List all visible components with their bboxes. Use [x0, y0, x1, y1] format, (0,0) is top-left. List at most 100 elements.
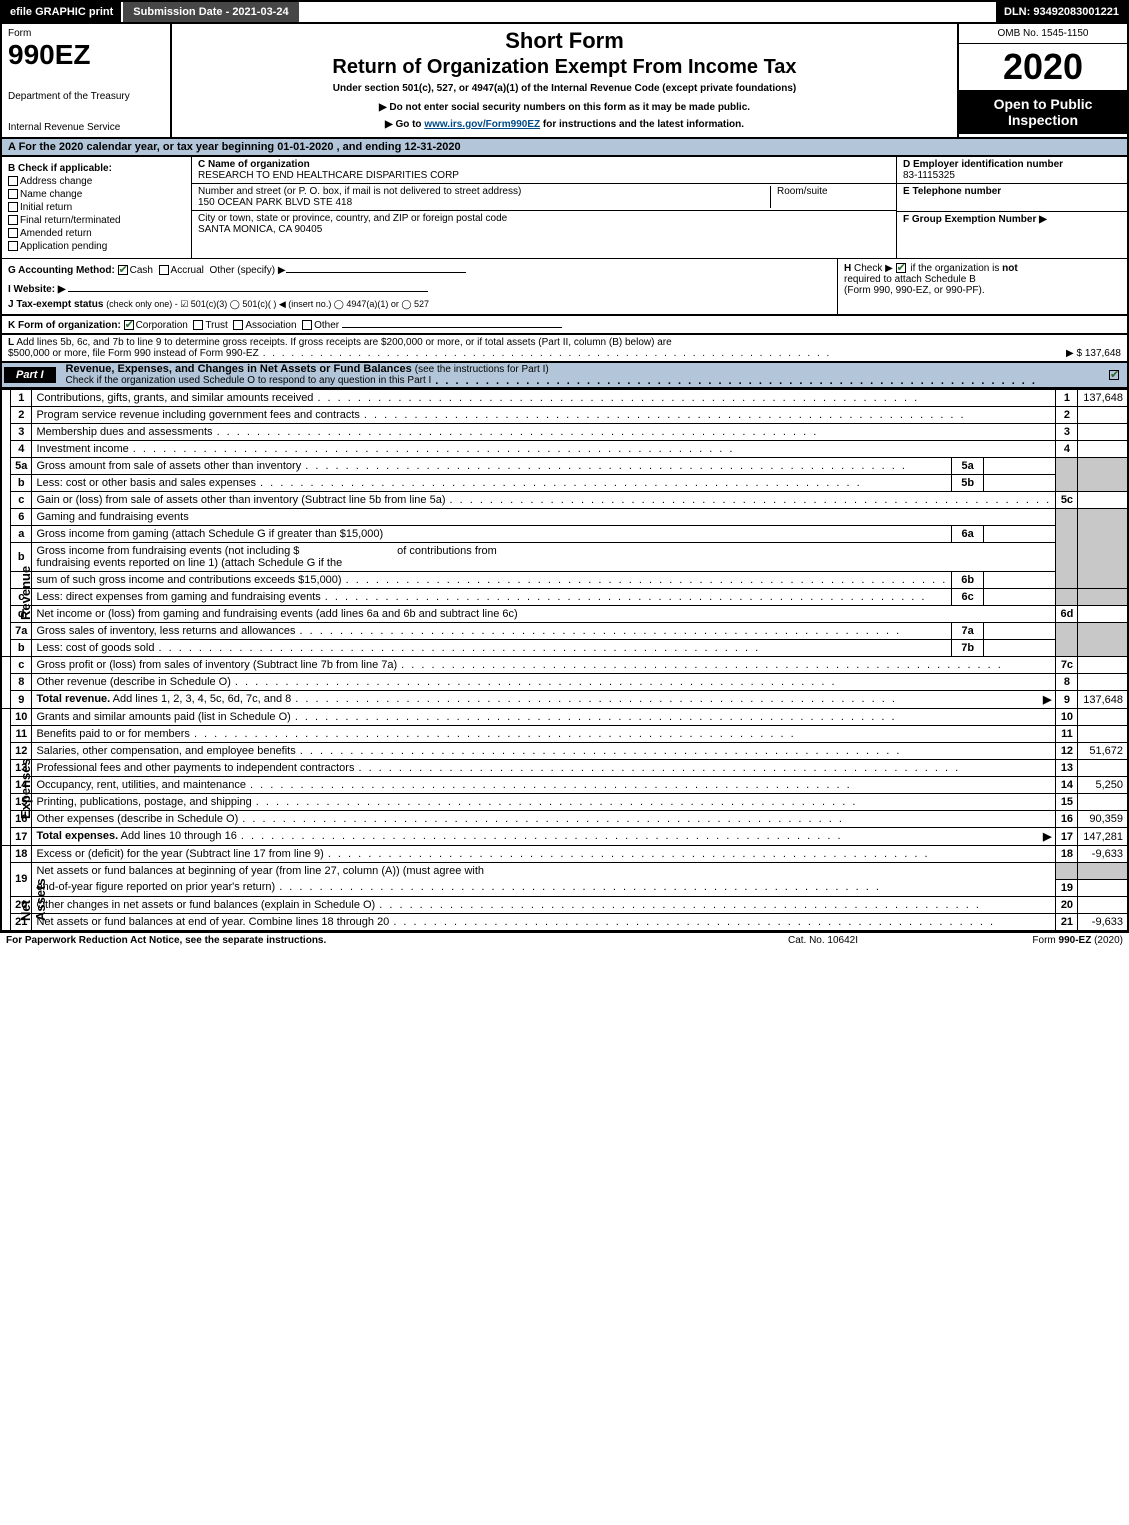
line-sub-num: 6b: [952, 572, 984, 589]
foot-right: Form 990-EZ (2020): [923, 935, 1123, 946]
line-box-val: [1078, 657, 1128, 674]
line-desc: Gross amount from sale of assets other t…: [32, 458, 952, 475]
checkbox-icon[interactable]: [124, 320, 134, 330]
b-opt-initial[interactable]: Initial return: [8, 202, 185, 213]
line-text: Other expenses (describe in Schedule O): [36, 813, 238, 825]
line-text: Less: direct expenses from gaming and fu…: [36, 591, 320, 603]
g-label: G Accounting Method:: [8, 265, 115, 276]
dots-icon: [275, 881, 1051, 893]
line-sub-num: 5b: [952, 475, 984, 492]
org-name: RESEARCH TO END HEALTHCARE DISPARITIES C…: [198, 170, 890, 181]
table-row: b Less: cost or other basis and sales ex…: [1, 475, 1128, 492]
c-addr-label: Number and street (or P. O. box, if mail…: [198, 186, 770, 197]
goto-link[interactable]: www.irs.gov/Form990EZ: [424, 119, 540, 130]
line-box-num: 6d: [1056, 606, 1078, 623]
checkbox-icon[interactable]: [159, 265, 169, 275]
line-num: b: [11, 475, 32, 492]
section-j: J Tax-exempt status (check only one) - ☑…: [8, 299, 831, 310]
header-left: Form 990EZ Department of the Treasury In…: [2, 24, 172, 137]
checkbox-icon[interactable]: [8, 189, 18, 199]
k-corp: Corporation: [136, 320, 188, 331]
dots-icon: [259, 348, 1066, 359]
line-sub-val: [983, 589, 1055, 606]
line-text: Gross profit or (loss) from sales of inv…: [36, 659, 397, 671]
dots-icon: [154, 642, 947, 654]
line-box-val: [1078, 709, 1128, 726]
part-i-title: Revenue, Expenses, and Changes in Net As…: [58, 363, 1103, 387]
part-i-checkbox[interactable]: [1103, 369, 1127, 381]
checkbox-icon[interactable]: [1109, 370, 1119, 380]
b-opt-amended[interactable]: Amended return: [8, 228, 185, 239]
checkbox-icon[interactable]: [118, 265, 128, 275]
line-box-num: 3: [1056, 424, 1078, 441]
j-label: J Tax-exempt status: [8, 299, 103, 310]
open-inspection: Open to Public Inspection: [959, 90, 1127, 134]
section-e: E Telephone number: [897, 184, 1127, 212]
line-box-num: 7c: [1056, 657, 1078, 674]
checkbox-icon[interactable]: [8, 176, 18, 186]
line-desc: Gain or (loss) from sale of assets other…: [32, 492, 1056, 509]
b-opt-address[interactable]: Address change: [8, 176, 185, 187]
checkbox-icon[interactable]: [8, 202, 18, 212]
checkbox-icon[interactable]: [8, 241, 18, 251]
line-text: Investment income: [36, 443, 128, 455]
line-desc: Investment income: [32, 441, 1056, 458]
line-sub-num: 7a: [952, 623, 984, 640]
line-box-num: 19: [1056, 879, 1078, 896]
i-website-line: [68, 282, 428, 292]
line-text: Excess or (deficit) for the year (Subtra…: [36, 848, 323, 860]
line-desc: Printing, publications, postage, and shi…: [32, 794, 1056, 811]
line-desc: Program service revenue including govern…: [32, 407, 1056, 424]
line-box-val: 137,648: [1078, 691, 1128, 709]
k-other: Other: [314, 320, 339, 331]
header-right: OMB No. 1545-1150 2020 Open to Public In…: [957, 24, 1127, 137]
line-desc: Less: cost or other basis and sales expe…: [32, 475, 952, 492]
d-label: D Employer identification number: [903, 159, 1121, 170]
dots-icon: [324, 848, 1052, 860]
line-box-num: 1: [1056, 390, 1078, 407]
efile-label[interactable]: efile GRAPHIC print: [2, 2, 121, 22]
section-l: L Add lines 5b, 6c, and 7b to line 9 to …: [0, 335, 1129, 361]
line-num: 1: [11, 390, 32, 407]
foot-r-post: (2020): [1091, 935, 1123, 946]
table-row: 4 Investment income 4: [1, 441, 1128, 458]
b-opt5-text: Amended return: [20, 228, 92, 239]
line-desc: Other revenue (describe in Schedule O): [32, 674, 1056, 691]
table-row: 5a Gross amount from sale of assets othe…: [1, 458, 1128, 475]
line-box-num: 9: [1056, 691, 1078, 709]
line-box-num: 13: [1056, 760, 1078, 777]
line-box-val: 137,648: [1078, 390, 1128, 407]
checkbox-icon[interactable]: [896, 263, 906, 273]
dots-icon: [129, 443, 1052, 455]
checkbox-icon[interactable]: [8, 228, 18, 238]
line-desc: Net assets or fund balances at beginning…: [32, 863, 1056, 880]
l-text1: Add lines 5b, 6c, and 7b to line 9 to de…: [16, 337, 671, 348]
checkbox-icon[interactable]: [193, 320, 203, 330]
b-opt-final[interactable]: Final return/terminated: [8, 215, 185, 226]
dots-icon: [291, 711, 1052, 723]
block-b-c-d-e-f: B Check if applicable: Address change Na…: [0, 157, 1129, 258]
dots-icon: [342, 574, 948, 586]
gray-cell: [1078, 863, 1128, 880]
goto-post: for instructions and the latest informat…: [540, 119, 744, 130]
line-box-num: 8: [1056, 674, 1078, 691]
line-desc: Grants and similar amounts paid (list in…: [32, 709, 1056, 726]
checkbox-icon[interactable]: [302, 320, 312, 330]
line-desc: Excess or (deficit) for the year (Subtra…: [32, 846, 1056, 863]
line-box-num: 5c: [1056, 492, 1078, 509]
line-box-val: 147,281: [1078, 828, 1128, 846]
gray-cell: [1056, 458, 1078, 492]
table-row: 7a Gross sales of inventory, less return…: [1, 623, 1128, 640]
b-opt-pending[interactable]: Application pending: [8, 241, 185, 252]
do-not-enter: ▶ Do not enter social security numbers o…: [178, 102, 951, 113]
line-num: 18: [11, 846, 32, 863]
checkbox-icon[interactable]: [233, 320, 243, 330]
table-row: 2 Program service revenue including gove…: [1, 407, 1128, 424]
table-row: b Less: cost of goods sold 7b: [1, 640, 1128, 657]
line-num: 3: [11, 424, 32, 441]
b-opt-name[interactable]: Name change: [8, 189, 185, 200]
checkbox-icon[interactable]: [8, 215, 18, 225]
netassets-sidebar: Net Assets: [1, 846, 11, 931]
line-text: Printing, publications, postage, and shi…: [36, 796, 251, 808]
table-row: 9 Total revenue. Add lines 1, 2, 3, 4, 5…: [1, 691, 1128, 709]
